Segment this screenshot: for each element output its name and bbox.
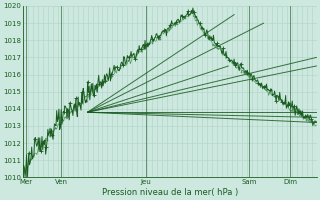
X-axis label: Pression niveau de la mer( hPa ): Pression niveau de la mer( hPa ): [101, 188, 238, 197]
